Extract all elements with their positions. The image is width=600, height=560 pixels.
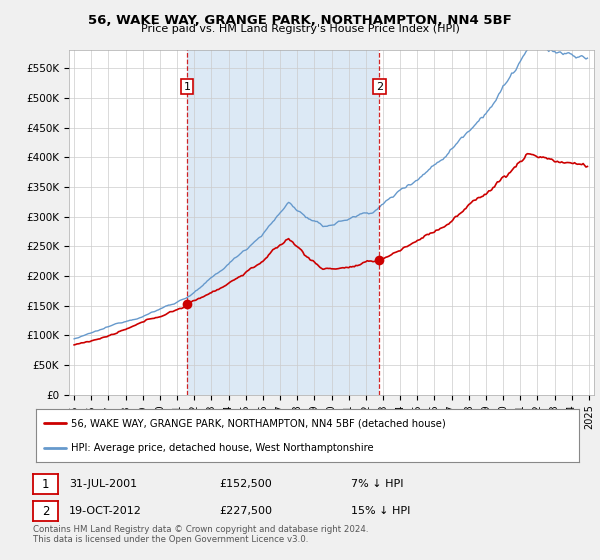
Bar — [187, 50, 379, 395]
Text: Price paid vs. HM Land Registry's House Price Index (HPI): Price paid vs. HM Land Registry's House … — [140, 24, 460, 34]
Text: 2: 2 — [42, 505, 49, 518]
Text: 1: 1 — [184, 82, 191, 92]
Text: 31-JUL-2001: 31-JUL-2001 — [69, 479, 137, 489]
Text: 7% ↓ HPI: 7% ↓ HPI — [351, 479, 404, 489]
Text: HPI: Average price, detached house, West Northamptonshire: HPI: Average price, detached house, West… — [71, 442, 374, 452]
Text: £152,500: £152,500 — [219, 479, 272, 489]
Text: 19-OCT-2012: 19-OCT-2012 — [69, 506, 142, 516]
Text: 15% ↓ HPI: 15% ↓ HPI — [351, 506, 410, 516]
Text: Contains HM Land Registry data © Crown copyright and database right 2024.
This d: Contains HM Land Registry data © Crown c… — [33, 525, 368, 544]
Text: £227,500: £227,500 — [219, 506, 272, 516]
Text: 56, WAKE WAY, GRANGE PARK, NORTHAMPTON, NN4 5BF (detached house): 56, WAKE WAY, GRANGE PARK, NORTHAMPTON, … — [71, 418, 446, 428]
Text: 1: 1 — [42, 478, 49, 491]
Text: 2: 2 — [376, 82, 383, 92]
Text: 56, WAKE WAY, GRANGE PARK, NORTHAMPTON, NN4 5BF: 56, WAKE WAY, GRANGE PARK, NORTHAMPTON, … — [88, 14, 512, 27]
